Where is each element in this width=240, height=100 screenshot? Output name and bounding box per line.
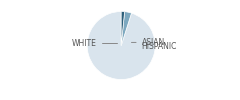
Text: ASIAN: ASIAN <box>132 38 165 47</box>
Text: WHITE: WHITE <box>72 39 117 48</box>
Wedge shape <box>121 12 125 46</box>
Wedge shape <box>87 12 155 80</box>
Wedge shape <box>121 12 132 46</box>
Text: HISPANIC: HISPANIC <box>142 42 177 51</box>
